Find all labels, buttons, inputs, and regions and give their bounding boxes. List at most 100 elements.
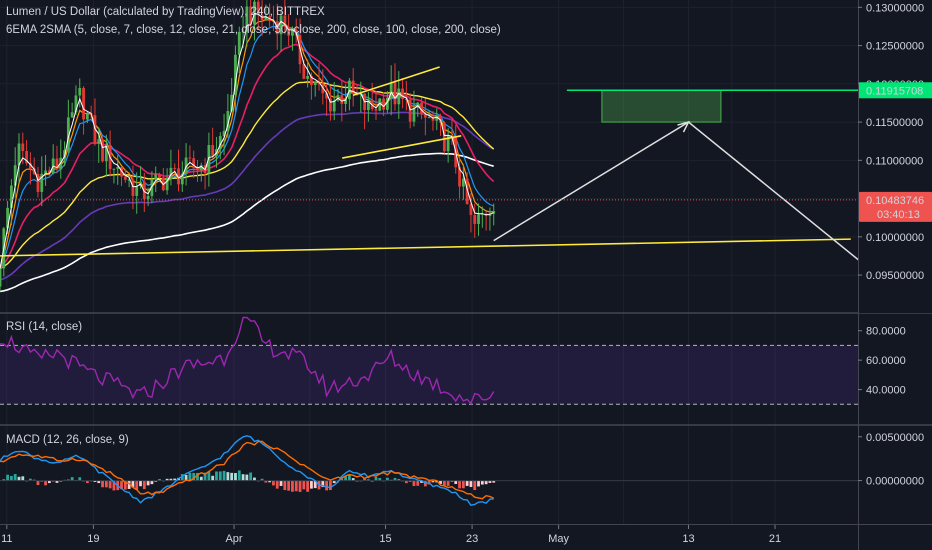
macd-histogram-bar — [447, 481, 450, 486]
candle-body — [333, 101, 336, 112]
macd-histogram-bar — [454, 481, 457, 484]
rsi-pane[interactable] — [0, 318, 858, 405]
macd-histogram-bar — [44, 481, 47, 486]
candle-body — [154, 175, 157, 180]
candle-body — [71, 112, 74, 117]
macd-histogram-bar — [10, 476, 13, 481]
macd-histogram-bar — [470, 481, 473, 487]
macd-histogram-bar — [413, 481, 416, 486]
macd-histogram-bar — [6, 475, 9, 481]
candle-body — [306, 76, 309, 79]
candle-body — [413, 108, 416, 122]
candle-body — [86, 114, 89, 120]
candle-body — [477, 215, 480, 224]
macd-histogram-bar — [249, 473, 252, 481]
macd-histogram-bar — [287, 481, 290, 491]
macd-histogram-bar — [37, 481, 40, 485]
macd-legend[interactable]: MACD (12, 26, close, 9) — [6, 434, 129, 446]
macd-histogram-bar — [230, 473, 233, 481]
macd-histogram-bar — [466, 481, 469, 486]
time-tick-label: 21 — [769, 533, 781, 545]
macd-histogram-bar — [109, 481, 112, 489]
macd-histogram-bar — [295, 481, 298, 492]
macd-histogram-bar — [223, 471, 226, 481]
candle-body — [473, 215, 476, 224]
macd-histogram-bar — [14, 474, 17, 481]
macd-histogram-bar — [291, 481, 294, 492]
time-tick-label: 15 — [379, 533, 391, 545]
rsi-band — [0, 345, 858, 404]
macd-histogram-bar — [151, 481, 154, 485]
ema-21-line — [0, 25, 494, 268]
macd-histogram-bar — [302, 481, 305, 490]
macd-histogram-bar — [443, 481, 446, 486]
macd-line — [0, 436, 494, 505]
target-price-label: 0.11915708 — [866, 85, 923, 97]
candle-body — [135, 186, 138, 196]
candle-body — [401, 89, 404, 99]
macd-histogram-bar — [299, 481, 302, 492]
candle-body — [424, 115, 427, 118]
trendline-support — [0, 239, 851, 256]
macd-histogram-bar — [348, 475, 351, 481]
macd-histogram-bar — [200, 477, 203, 481]
indicator-legend[interactable]: 6EMA 2SMA (5, close, 7, close, 12, close… — [6, 24, 501, 36]
macd-histogram-bar — [458, 481, 461, 489]
candle-body — [18, 144, 21, 166]
candle-body — [78, 88, 81, 96]
rsi-tick-label: 60.0000 — [866, 355, 906, 367]
macd-pane[interactable] — [0, 436, 858, 505]
macd-histogram-bar — [101, 481, 104, 488]
macd-histogram-bar — [226, 472, 229, 480]
rsi-legend[interactable]: RSI (14, close) — [6, 321, 82, 333]
macd-histogram-bar — [310, 481, 313, 489]
time-axis[interactable]: 11 19 Apr 15 23 May 13 21 — [1, 525, 781, 545]
macd-histogram-bar — [485, 481, 488, 485]
macd-histogram-bar — [416, 481, 419, 486]
candle-body — [132, 180, 135, 196]
rsi-tick-label: 40.0000 — [866, 385, 906, 397]
macd-histogram-bar — [477, 481, 480, 487]
candle-body — [428, 117, 431, 118]
chart-title: Lumen / US Dollar (calculated by Trading… — [6, 6, 325, 18]
price-tick-label: 0.12500000 — [866, 41, 924, 53]
macd-tick-label: 0.00000000 — [866, 476, 924, 488]
ema-50-line — [0, 44, 494, 268]
macd-histogram-bar — [375, 477, 378, 481]
candle-body — [97, 139, 100, 144]
price-tick-label: 0.13000000 — [866, 2, 924, 14]
time-tick-label: 23 — [466, 533, 478, 545]
price-pane[interactable] — [0, 0, 872, 292]
candle-body — [113, 169, 116, 170]
macd-histogram-bar — [272, 481, 275, 486]
price-tick-label: 0.09500000 — [866, 270, 924, 282]
time-tick-label: 11 — [1, 533, 12, 545]
macd-histogram-bar — [242, 474, 245, 480]
macd-histogram-bar — [325, 481, 328, 491]
candle-body — [0, 268, 1, 286]
signal-line — [0, 441, 494, 498]
candle-body — [375, 109, 378, 111]
macd-histogram-bar — [234, 473, 237, 481]
candle-body — [124, 177, 127, 180]
price-axis[interactable]: 0.130000000.125000000.120000000.11500000… — [858, 0, 932, 313]
candle-body — [21, 144, 24, 151]
time-tick-label: Apr — [225, 533, 242, 545]
macd-histogram-bar — [21, 476, 24, 480]
macd-histogram-bar — [280, 481, 283, 486]
macd-histogram-bar — [462, 481, 465, 489]
macd-histogram-bar — [71, 477, 74, 480]
target-zone — [602, 90, 721, 122]
candle-body — [409, 100, 412, 122]
last-price-label: 0.10483746 — [866, 195, 924, 207]
macd-histogram-bar — [139, 481, 142, 487]
macd-histogram-bar — [215, 471, 218, 480]
macd-histogram-bar — [306, 481, 309, 492]
macd-histogram-bar — [18, 477, 21, 481]
projection-path — [494, 122, 873, 271]
rsi-tick-label: 80.0000 — [866, 326, 906, 338]
time-tick-label: 13 — [682, 533, 694, 545]
macd-histogram-bar — [481, 481, 484, 485]
grid — [0, 0, 858, 525]
